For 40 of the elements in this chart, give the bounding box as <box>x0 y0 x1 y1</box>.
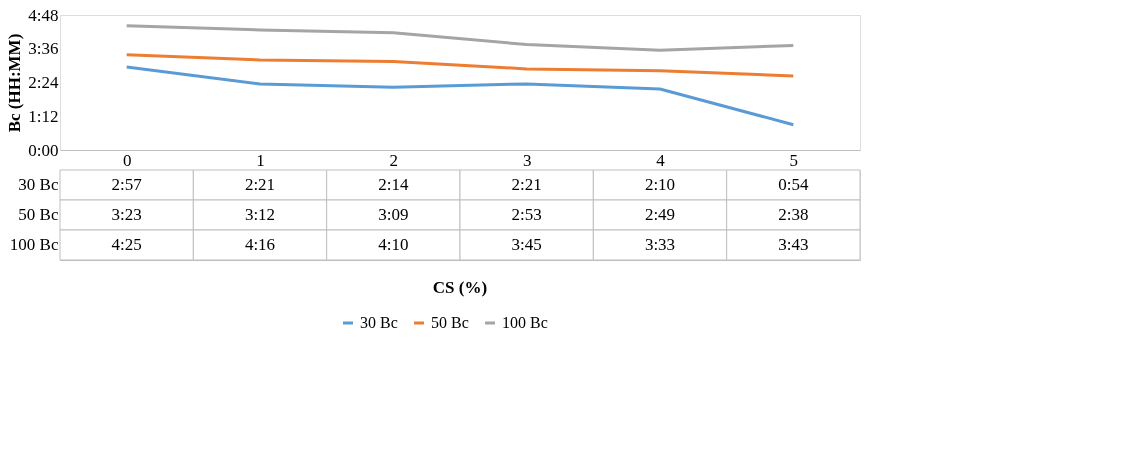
data-label: 2:10 <box>644 175 676 194</box>
data-label: 2:14 <box>378 175 409 194</box>
data-label: 2:57 <box>111 175 143 194</box>
line-series <box>125 53 795 78</box>
y-tick-label: 2:24 <box>28 73 59 92</box>
data-label: 4:10 <box>378 235 409 254</box>
y-tick-label: 4:48 <box>28 5 59 25</box>
data-label: 2:21 <box>511 175 542 194</box>
text: 30 Bc <box>18 175 59 194</box>
data-label: 3:45 <box>511 235 542 254</box>
data-label: 3:23 <box>111 205 142 224</box>
y-tick-label: 0:00 <box>28 140 59 160</box>
y-axis-title: Bc (HH:MM) <box>5 33 25 133</box>
text: 50 Bc <box>18 205 59 224</box>
data-label: 3:12 <box>244 205 276 224</box>
line-series <box>125 24 795 52</box>
data-label: 2:21 <box>244 175 276 194</box>
data-label: 2:49 <box>644 205 676 224</box>
data-label: 0:54 <box>778 175 809 194</box>
y-tick-label: 3:36 <box>28 39 59 59</box>
text: CS (%) <box>432 278 488 297</box>
data-label: 3:09 <box>378 205 409 224</box>
data-label: 4:16 <box>244 235 276 254</box>
x-tick-label: 1 <box>256 150 265 170</box>
x-tick-label: 0 <box>122 150 132 170</box>
data-label: 2:53 <box>511 205 542 224</box>
x-tick-label: 4 <box>656 150 666 170</box>
y-tick-label: 1:12 <box>28 106 59 126</box>
x-tick-label: 5 <box>789 150 799 170</box>
text: 100 Bc <box>9 235 59 254</box>
line-series <box>125 65 795 127</box>
data-label: 3:43 <box>778 235 809 254</box>
data-label: 3:33 <box>644 235 676 254</box>
legend-label: 30 Bc <box>360 314 398 331</box>
legend-label: 50 Bc <box>431 314 469 331</box>
data-label: 2:38 <box>778 205 809 224</box>
x-tick-label: 3 <box>522 150 532 170</box>
data-label: 4:25 <box>111 235 142 254</box>
legend-label: 100 Bc <box>502 314 548 331</box>
x-tick-label: 2 <box>389 150 399 170</box>
